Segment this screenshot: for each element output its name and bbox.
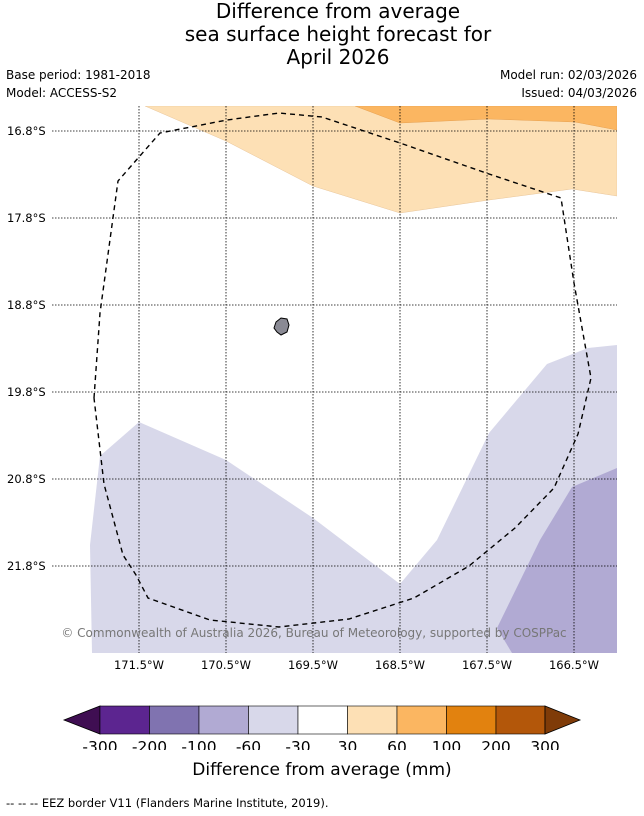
- colorbar-tick-label: 200: [481, 738, 511, 750]
- model-run: Model run: 02/03/2026: [499, 68, 637, 82]
- colorbar-tick-label: -300: [82, 738, 117, 750]
- lat-label: 16.8°S: [7, 124, 46, 138]
- eez-border: [93, 112, 592, 628]
- longitude-labels: 171.5°W 170.5°W 169.5°W 168.5°W 167.5°W …: [114, 658, 599, 672]
- anomaly-region-neg60-neg100: [497, 468, 617, 653]
- lon-label: 168.5°W: [375, 658, 425, 672]
- colorbar-tick-label: 30: [338, 738, 358, 750]
- eez-footnote: -- -- -- EEZ border V11 (Flanders Marine…: [6, 796, 329, 810]
- lat-label: 20.8°S: [7, 472, 46, 486]
- latitude-labels: 16.8°S 17.8°S 18.8°S 19.8°S 20.8°S 21.8°…: [7, 124, 46, 573]
- lat-label: 17.8°S: [7, 211, 46, 225]
- island: [273, 317, 290, 336]
- colorbar-extend-low: [62, 705, 101, 735]
- meta-right: Model run: 02/03/2026 Issued: 04/03/2026: [500, 66, 637, 102]
- colorbar-segment: [396, 705, 447, 735]
- colorbar-tick-label: 100: [432, 738, 462, 750]
- anomaly-region-30-60: [144, 106, 617, 214]
- title-line-1: Difference from average: [215, 0, 461, 23]
- colorbar-segment: [248, 705, 299, 735]
- lat-label: 21.8°S: [7, 559, 46, 573]
- lon-label: 170.5°W: [201, 658, 251, 672]
- anomaly-region-neg30-neg60-west: [90, 345, 617, 653]
- copyright-notice: © Commonwealth of Australia 2026, Bureau…: [61, 626, 566, 640]
- model-name: Model: ACCESS-S2: [6, 86, 118, 100]
- colorbar-segment: [297, 705, 348, 735]
- lon-label: 169.5°W: [288, 658, 338, 672]
- latitude-gridlines: [52, 130, 617, 567]
- issued-date: Issued: 04/03/2026: [521, 86, 637, 100]
- island-landmass: [273, 317, 290, 336]
- colorbar-tick-label: -100: [181, 738, 216, 750]
- colorbar-segment: [347, 705, 398, 735]
- colorbar-tick-label: 60: [387, 738, 407, 750]
- sea-height-map: 16.8°S 17.8°S 18.8°S 19.8°S 20.8°S 21.8°…: [7, 106, 617, 672]
- base-period: Base period: 1981-2018: [6, 68, 151, 82]
- longitude-gridlines: [138, 106, 575, 653]
- lon-label: 171.5°W: [114, 658, 164, 672]
- title-line-2: sea surface height forecast for: [184, 22, 492, 46]
- colorbar-title: Difference from average (mm): [192, 760, 452, 780]
- map-title: Difference from average sea surface heig…: [0, 0, 644, 69]
- colorbar-segment: [495, 705, 546, 735]
- lat-label: 19.8°S: [7, 385, 46, 399]
- title-line-3: April 2026: [286, 45, 390, 69]
- colorbar-tick-label: 300: [530, 738, 560, 750]
- meta-left: Base period: 1981-2018 Model: ACCESS-S2: [6, 66, 151, 102]
- colorbar-segment: [446, 705, 497, 735]
- lat-label: 18.8°S: [7, 298, 46, 312]
- lon-label: 166.5°W: [549, 658, 599, 672]
- colorbar-extend-high: [544, 705, 582, 735]
- colorbar-segment: [99, 705, 150, 735]
- colorbar-tick-label: -60: [236, 738, 261, 750]
- colorbar-segment: [149, 705, 200, 735]
- anomaly-region-60-100: [354, 106, 617, 131]
- colorbar-segment: [198, 705, 249, 735]
- colorbar: -300 -200 -100 -60 -30 30 60 100 200 300: [62, 705, 582, 750]
- lon-label: 167.5°W: [462, 658, 512, 672]
- colorbar-tick-label: -30: [285, 738, 310, 750]
- colorbar-tick-label: -200: [132, 738, 167, 750]
